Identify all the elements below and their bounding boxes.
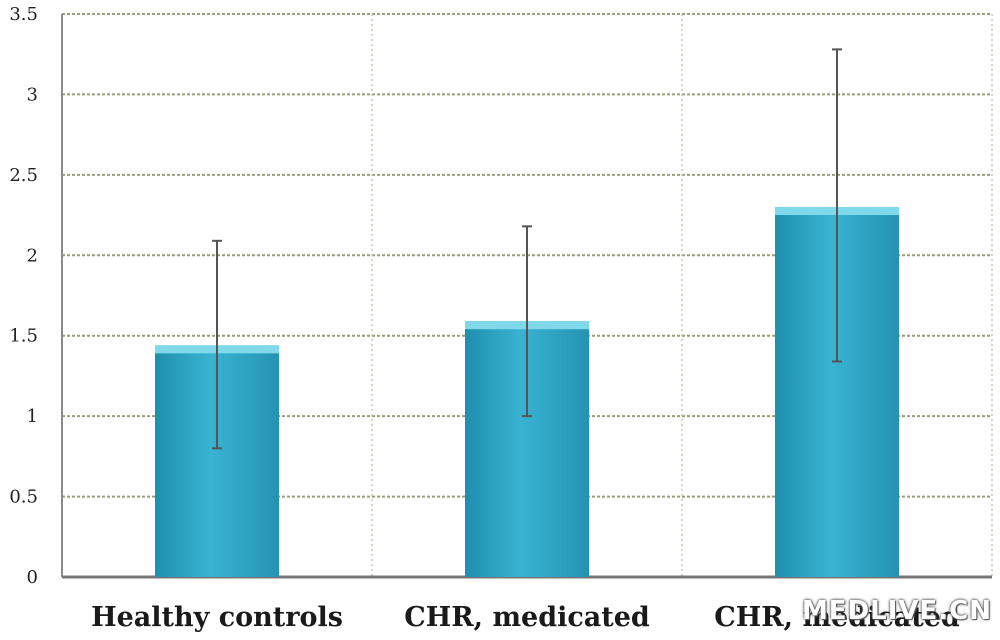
y-tick-label: 2 [27,245,38,266]
y-tick-label: 2.5 [9,165,38,186]
y-tick-label: 0.5 [9,487,38,508]
y-tick-label: 3 [27,84,38,105]
error-bars [212,48,842,450]
y-tick-label: 3.5 [9,4,38,25]
y-tick-label: 0 [27,567,38,588]
watermark-text: MEDLIVE.CN [801,596,992,626]
y-tick-label: 1 [27,406,38,427]
category-label: CHR, medicated [404,602,650,633]
category-label: Healthy controls [91,602,343,633]
y-tick-label: 1.5 [9,326,38,347]
category-labels: Healthy controls CHR, medicated CHR, medic… [91,602,960,633]
y-tick-labels: 0 0.5 1 1.5 2 2.5 3 3.5 [9,4,38,588]
category-label: CHR, medicated [714,602,960,633]
